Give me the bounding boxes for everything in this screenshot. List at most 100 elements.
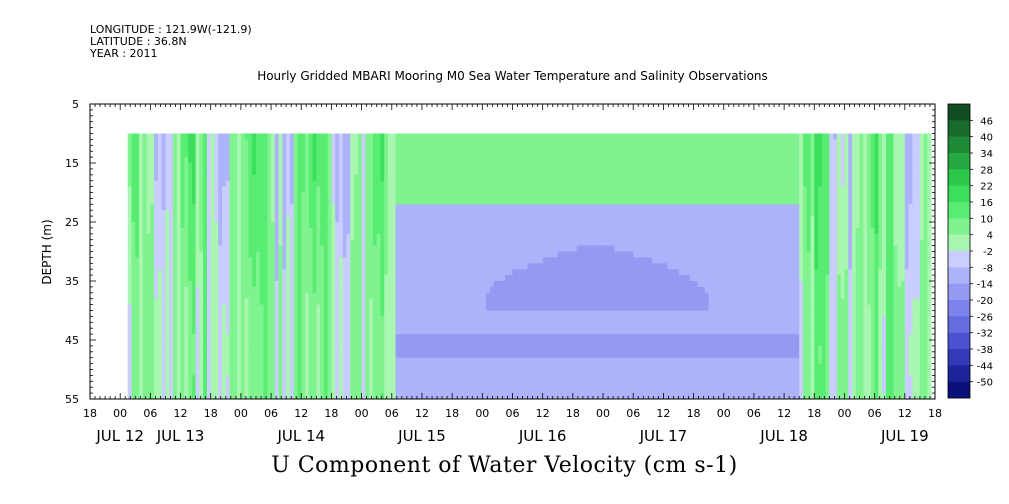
heatmap-cell (199, 186, 204, 193)
heatmap-cell (433, 286, 438, 294)
heatmap-cell (354, 222, 359, 229)
heatmap-cell (278, 369, 283, 376)
heatmap-cell (210, 393, 215, 399)
heatmap-cell (418, 204, 423, 211)
heatmap-cell (191, 345, 197, 353)
heatmap-cell (278, 139, 283, 146)
heatmap-cell (380, 151, 385, 158)
heatmap-cell (271, 227, 276, 235)
heatmap-cell (320, 233, 325, 241)
heatmap-cell (327, 192, 332, 199)
heatmap-cell (252, 163, 257, 170)
heatmap-cell (165, 328, 170, 335)
heatmap-cell (342, 310, 347, 317)
heatmap-cell (493, 257, 498, 264)
heatmap-cell (161, 292, 166, 300)
heatmap-cell (414, 369, 419, 376)
heatmap-cell (346, 340, 351, 347)
heatmap-cell (399, 174, 404, 182)
heatmap-cell (323, 180, 329, 187)
heatmap-cell (248, 357, 253, 364)
heatmap-cell (455, 286, 461, 294)
heatmap-cell (218, 186, 223, 193)
heatmap-cell (218, 222, 223, 229)
heatmap-cell (406, 216, 412, 223)
heatmap-cell (478, 369, 483, 376)
heatmap-cell (252, 304, 257, 311)
heatmap-cell (338, 233, 344, 241)
heatmap-cell (478, 286, 483, 294)
heatmap-cell (429, 151, 434, 158)
heatmap-cell (271, 381, 276, 388)
heatmap-cell (448, 328, 453, 335)
heatmap-cell (222, 298, 227, 305)
heatmap-cell (323, 251, 329, 258)
heatmap-cell (365, 133, 370, 140)
heatmap-cell (531, 239, 536, 246)
heatmap-cell (335, 375, 340, 382)
heatmap-cell (433, 363, 438, 370)
heatmap-cell (338, 251, 344, 258)
heatmap-cell (474, 345, 479, 353)
heatmap-cell (346, 174, 351, 182)
heatmap-cell (127, 163, 132, 170)
heatmap-cell (440, 363, 445, 370)
heatmap-cell (172, 204, 178, 211)
heatmap-cell (384, 204, 389, 211)
heatmap-cell (210, 180, 215, 187)
heatmap-cell (327, 168, 332, 176)
heatmap-cell (388, 334, 393, 341)
heatmap-cell (131, 257, 136, 264)
heatmap-cell (237, 286, 242, 294)
heatmap-cell (459, 310, 464, 317)
heatmap-cell (452, 157, 457, 164)
heatmap-cell (150, 304, 155, 311)
heatmap-cell (429, 393, 434, 399)
heatmap-cell (335, 357, 340, 364)
heatmap-cell (271, 286, 276, 294)
heatmap-cell (448, 251, 453, 258)
heatmap-cell (286, 393, 291, 399)
heatmap-cell (338, 387, 344, 394)
heatmap-cell (403, 269, 408, 276)
heatmap-cell (489, 369, 495, 376)
heatmap-cell (218, 263, 223, 270)
heatmap-cell (320, 133, 325, 140)
heatmap-cell (395, 174, 400, 182)
heatmap-cell (131, 139, 136, 146)
heatmap-cell (527, 233, 532, 241)
heatmap-cell (523, 163, 528, 170)
heatmap-cell (222, 351, 227, 359)
heatmap-cell (229, 222, 234, 229)
heatmap-cell (501, 186, 506, 193)
heatmap-cell (308, 275, 313, 282)
heatmap-cell (357, 334, 362, 341)
heatmap-cell (523, 198, 528, 205)
heatmap-cell (516, 151, 521, 158)
heatmap-cell (274, 163, 280, 170)
heatmap-cell (406, 210, 412, 217)
heatmap-cell (406, 381, 412, 388)
heatmap-cell (542, 322, 547, 329)
heatmap-cell (142, 269, 147, 276)
heatmap-cell (271, 316, 276, 323)
heatmap-cell (388, 363, 393, 370)
heatmap-cell (225, 369, 230, 376)
heatmap-cell (429, 251, 434, 258)
heatmap-cell (538, 334, 544, 341)
heatmap-cell (354, 345, 359, 353)
heatmap-cell (327, 381, 332, 388)
heatmap-cell (350, 269, 355, 276)
heatmap-cell (127, 381, 132, 388)
heatmap-cell (305, 263, 310, 270)
heatmap-cell (323, 322, 329, 329)
heatmap-cell (259, 393, 264, 399)
heatmap-cell (531, 316, 536, 323)
heatmap-cell (255, 233, 261, 241)
heatmap-cell (429, 233, 434, 241)
heatmap-cell (350, 251, 355, 258)
heatmap-cell (255, 298, 261, 305)
heatmap-cell (354, 233, 359, 241)
heatmap-cell (320, 357, 325, 364)
